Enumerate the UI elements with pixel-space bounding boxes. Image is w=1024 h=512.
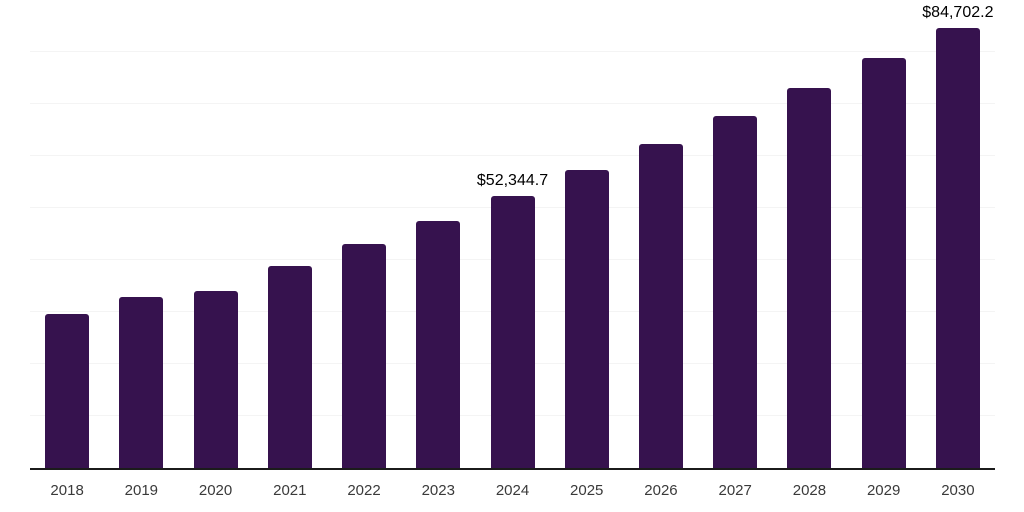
bar-2028[interactable] xyxy=(787,88,832,468)
x-tick-2023: 2023 xyxy=(421,482,455,499)
gridline-60000 xyxy=(30,155,995,156)
x-tick-2019: 2019 xyxy=(124,482,159,499)
bar-2029[interactable] xyxy=(861,58,906,468)
bar-2021[interactable] xyxy=(267,265,312,468)
x-tick-2029: 2029 xyxy=(866,482,901,499)
bar-2030[interactable] xyxy=(935,27,980,468)
data-label-2024: $52,344.7 xyxy=(476,171,549,189)
x-tick-2028: 2028 xyxy=(792,482,827,499)
x-tick-2027: 2027 xyxy=(718,482,752,499)
gridline-80000 xyxy=(30,51,995,52)
bar-2023[interactable] xyxy=(416,221,461,468)
x-tick-2024: 2024 xyxy=(495,482,530,499)
x-tick-2026: 2026 xyxy=(644,482,678,499)
x-axis: 2018 2019 2020 2021 2022 2023 2024 2025 2026 2027… xyxy=(30,482,995,506)
x-tick-2018: 2018 xyxy=(50,482,84,499)
bar-2018[interactable] xyxy=(45,313,90,468)
bar-2019[interactable] xyxy=(119,296,164,468)
bar-2027[interactable] xyxy=(713,116,758,468)
bar-2024[interactable] xyxy=(490,195,535,468)
bar-2026[interactable] xyxy=(638,144,683,468)
data-label-2030: $84,702.2 xyxy=(922,3,994,21)
bar-2025[interactable] xyxy=(564,170,609,468)
x-tick-2025: 2025 xyxy=(570,482,604,499)
plot-area: $52,344.7 $84,702.2 xyxy=(30,0,995,470)
bar-2022[interactable] xyxy=(342,243,387,468)
bar-2020[interactable] xyxy=(193,291,238,468)
x-tick-2020: 2020 xyxy=(198,482,233,499)
x-tick-2021: 2021 xyxy=(273,482,307,499)
x-tick-2022: 2022 xyxy=(347,482,381,499)
gridline-70000 xyxy=(30,103,995,104)
x-tick-2030: 2030 xyxy=(941,482,975,499)
